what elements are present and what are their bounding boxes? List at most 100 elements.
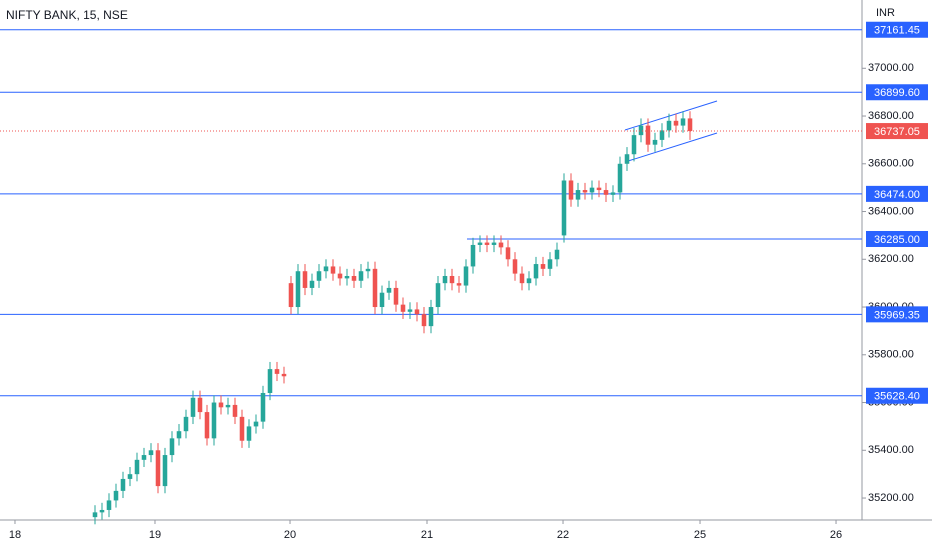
candle-body xyxy=(211,402,217,439)
candle-body xyxy=(316,271,322,281)
candle-body xyxy=(204,412,210,439)
candle-body xyxy=(225,404,231,408)
candle-body xyxy=(372,268,378,308)
channel-lower xyxy=(624,132,718,163)
candle-body xyxy=(631,135,637,155)
y-tick-label: 36400.00 xyxy=(868,205,914,217)
candle-body xyxy=(183,416,189,432)
candle-body xyxy=(288,283,294,308)
candle-body xyxy=(344,275,350,279)
level-label: 36285.00 xyxy=(874,234,920,246)
candle-body xyxy=(148,450,154,456)
candle-body xyxy=(232,404,238,417)
candle-body xyxy=(568,180,574,200)
candle-body xyxy=(176,431,182,439)
candle-body xyxy=(582,190,588,193)
candle-body xyxy=(561,180,567,236)
level-label-box xyxy=(866,21,928,38)
candle-body xyxy=(680,118,686,126)
y-tick-label: 36600.00 xyxy=(868,158,914,170)
y-tick-label: 35200.00 xyxy=(868,492,914,504)
candle-body xyxy=(512,259,518,274)
candle-body xyxy=(470,244,476,267)
x-tick-label: 19 xyxy=(149,529,161,541)
candle-body xyxy=(246,426,252,441)
level-label: 36474.00 xyxy=(874,189,920,201)
candle-body xyxy=(393,287,399,305)
level-label-box xyxy=(866,306,928,323)
candle-body xyxy=(407,309,413,312)
candle-body xyxy=(421,314,427,327)
candle-body xyxy=(351,275,357,281)
candle-body xyxy=(603,190,609,195)
candle-body xyxy=(113,490,119,501)
level-label: 35969.35 xyxy=(874,309,920,321)
candle-body xyxy=(435,283,441,308)
candle-body xyxy=(253,421,259,427)
candle-body xyxy=(162,455,168,487)
y-tick-label: 36800.00 xyxy=(868,110,914,122)
candle-body xyxy=(274,369,280,374)
level-label-box xyxy=(866,230,928,247)
candle-body xyxy=(533,264,539,279)
candle-body xyxy=(617,163,623,193)
candle-body xyxy=(267,369,273,393)
candle-body xyxy=(239,416,245,441)
y-tick-label: 35800.00 xyxy=(868,349,914,361)
candle-body xyxy=(379,292,385,308)
candle-body xyxy=(309,280,315,288)
level-label: 35628.40 xyxy=(874,391,920,403)
level-label-box xyxy=(866,185,928,202)
level-label: 37161.45 xyxy=(874,25,920,37)
candle-body xyxy=(463,266,469,286)
candle-body xyxy=(540,264,546,269)
candle-body xyxy=(638,125,644,136)
candle-body xyxy=(498,242,504,248)
x-tick-label: 26 xyxy=(830,529,842,541)
y-tick-label: 37000.00 xyxy=(868,62,914,74)
last-price-label: 36737.05 xyxy=(874,126,920,138)
candle-body xyxy=(337,273,343,279)
candle-body xyxy=(365,268,371,272)
candle-body xyxy=(554,249,560,260)
candle-body xyxy=(428,307,434,327)
level-label: 36899.60 xyxy=(874,87,920,99)
candle-body xyxy=(687,118,693,132)
candle-body xyxy=(127,474,133,479)
candle-body xyxy=(575,190,581,200)
candle-body xyxy=(477,242,483,245)
candle-body xyxy=(120,478,126,491)
candle-body xyxy=(624,154,630,164)
channel-upper xyxy=(624,100,718,131)
candle-body xyxy=(386,287,392,293)
level-label-box xyxy=(866,84,928,101)
candle-body xyxy=(484,242,490,245)
candle-body xyxy=(358,271,364,281)
candle-body xyxy=(92,512,98,518)
candle-body xyxy=(652,139,658,145)
candle-body xyxy=(99,509,105,513)
candle-body xyxy=(645,125,651,145)
candle-body xyxy=(610,192,616,195)
candle-body xyxy=(134,459,140,475)
candle-body xyxy=(505,247,511,260)
x-tick-label: 18 xyxy=(9,529,21,541)
x-tick-label: 21 xyxy=(421,529,433,541)
candle-body xyxy=(442,275,448,284)
x-tick-label: 25 xyxy=(694,529,706,541)
candle-body xyxy=(323,266,329,272)
chart-title: NIFTY BANK, 15, NSE xyxy=(6,8,128,22)
candle-body xyxy=(519,273,525,284)
candle-body xyxy=(330,266,336,274)
y-tick-label: 36200.00 xyxy=(868,253,914,265)
candle-body xyxy=(414,309,420,315)
last-price-box xyxy=(866,123,928,140)
y-tick-label: 35400.00 xyxy=(868,444,914,456)
candle-body xyxy=(302,271,308,288)
candle-body xyxy=(589,187,595,193)
candle-body xyxy=(141,455,147,460)
candle-body xyxy=(190,397,196,417)
candle-body xyxy=(106,500,112,510)
candle-body xyxy=(295,271,301,308)
